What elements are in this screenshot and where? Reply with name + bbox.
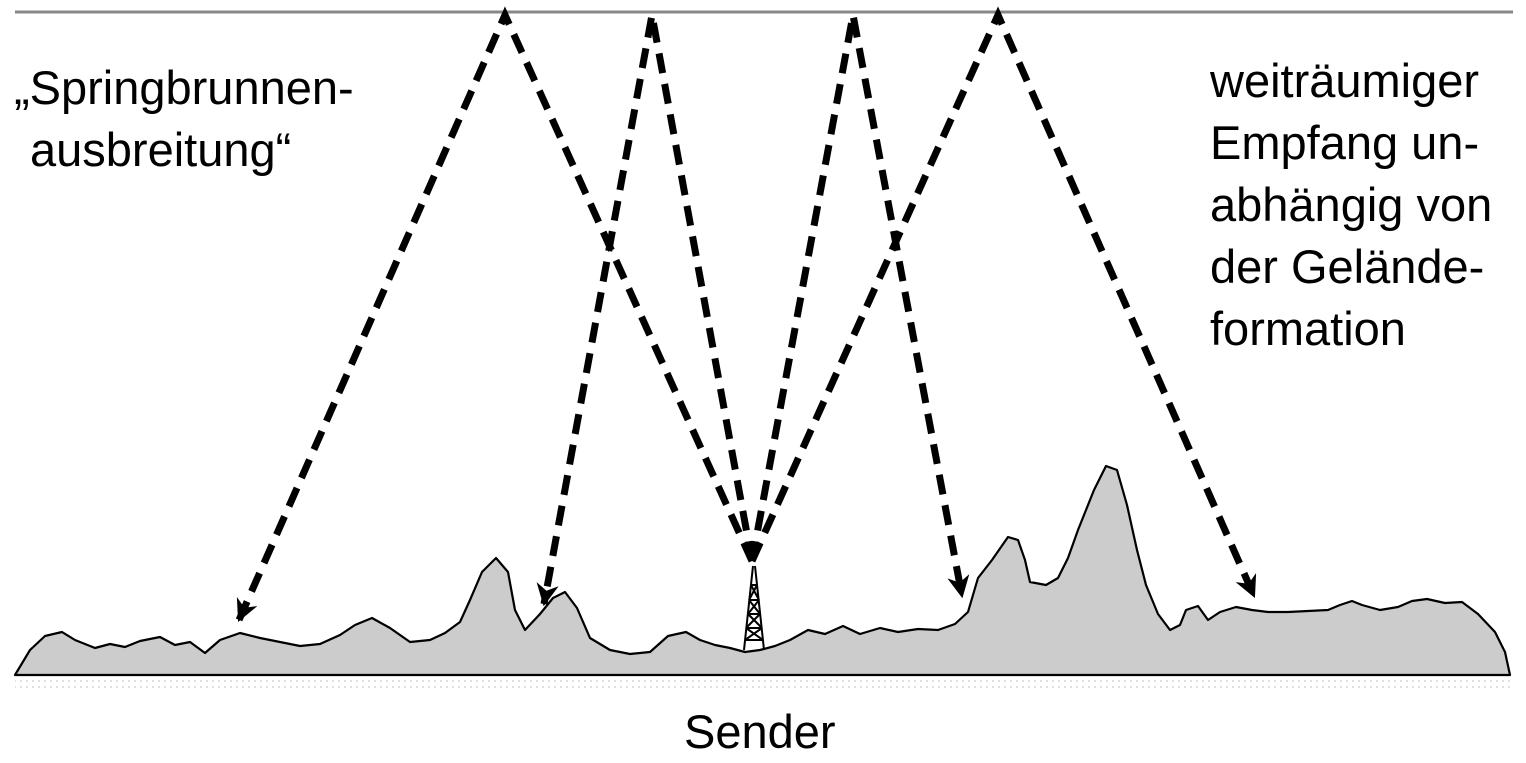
reception-label-line: abhängig von [1210,178,1493,231]
ray-group [235,6,1258,623]
ground-base [15,676,1510,690]
dashed-arrow [536,14,756,607]
terrain-profile [13,464,1512,677]
dashed-arrow [748,6,1258,599]
reception-label-line: formation [1210,302,1406,355]
fountain-label-line: „Springbrunnen- [14,61,354,114]
transmitter-label: Sender [684,705,836,758]
fountain-propagation-label: „Springbrunnen- ausbreitung“ [14,57,354,181]
wide-reception-label: weiträumiger Empfang un- abhängig von de… [1210,50,1492,360]
reception-label-line: Empfang un- [1210,116,1480,169]
dashed-arrow [748,14,970,599]
fountain-label-line: ausbreitung“ [30,123,292,176]
transmitter-tower-icon [743,565,765,651]
reception-label-line: weiträumiger [1210,54,1480,107]
dashed-arrow [235,6,756,623]
reception-label-line: der Gelände- [1210,240,1485,293]
